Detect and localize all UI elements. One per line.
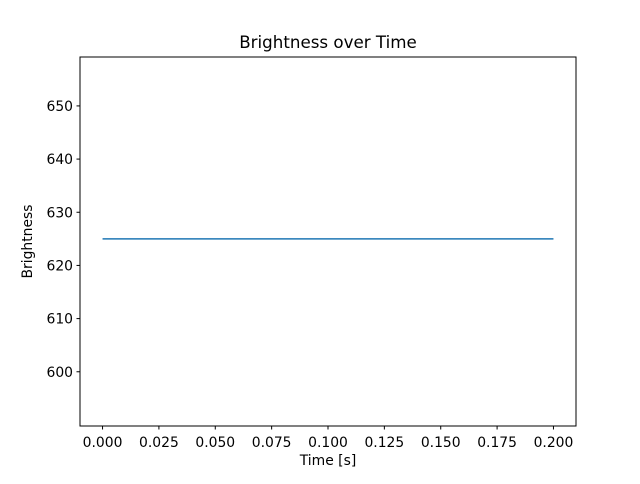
x-tick-label: 0.075 <box>252 435 292 451</box>
axes-frame <box>79 56 577 427</box>
x-axis-label: Time [s] <box>299 453 357 469</box>
x-tick-label: 0.000 <box>83 435 123 451</box>
x-tick-label: 0.125 <box>364 435 404 451</box>
x-tick-label: 0.100 <box>308 435 348 451</box>
y-tick-label: 620 <box>46 258 73 274</box>
plot-area: 0.000 0.025 0.050 0.075 0.100 0.125 0.150 0.175… <box>46 56 577 451</box>
chart-title: Brightness over Time <box>239 32 417 52</box>
x-tick-label: 0.150 <box>421 435 461 451</box>
x-tick-label: 0.050 <box>195 435 235 451</box>
x-tick-label: 0.025 <box>139 435 179 451</box>
y-axis-label: Brightness <box>20 205 36 279</box>
y-tick-label: 610 <box>46 312 73 328</box>
y-tick-label: 600 <box>46 365 73 381</box>
y-tick-label: 650 <box>46 99 73 115</box>
y-tick-label: 640 <box>46 152 73 168</box>
x-tick-label: 0.175 <box>477 435 517 451</box>
y-tick-label: 630 <box>46 205 73 221</box>
x-tick-label: 0.200 <box>534 435 574 451</box>
